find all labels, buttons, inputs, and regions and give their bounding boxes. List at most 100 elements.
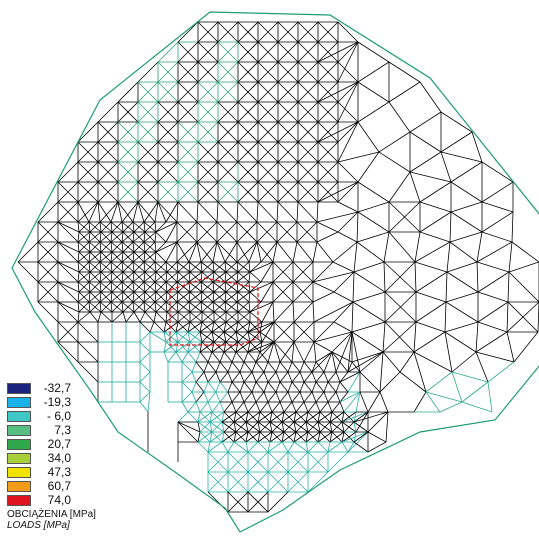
mesh-edge	[305, 431, 309, 443]
legend-swatch	[7, 396, 31, 408]
mesh-edge	[277, 61, 299, 83]
mesh-edge	[165, 301, 168, 313]
mesh-edge	[133, 311, 141, 323]
mesh-edge	[317, 81, 359, 103]
mesh-edge	[259, 331, 275, 343]
mesh-edge	[287, 441, 295, 453]
mesh-edge	[175, 321, 191, 333]
mesh-edge	[382, 321, 417, 353]
mesh-edge	[255, 381, 265, 393]
legend-value: -32,7	[43, 381, 71, 395]
mesh-edge	[57, 201, 79, 223]
mesh-edge	[347, 351, 384, 373]
mesh-edge	[367, 411, 389, 433]
mesh-edge	[379, 371, 401, 393]
mesh-edge	[506, 301, 509, 333]
mesh-edge	[277, 21, 299, 43]
mesh-edge	[450, 211, 483, 233]
mesh-edge	[139, 341, 151, 353]
mesh-edge	[337, 21, 359, 43]
mesh-edge	[413, 321, 417, 353]
mesh-edge	[255, 361, 265, 373]
mesh-edge	[353, 441, 369, 453]
mesh-edge	[221, 411, 225, 423]
mesh-edge	[17, 261, 39, 283]
mesh-edge	[197, 121, 219, 143]
mesh-edge	[341, 441, 349, 453]
mesh-edge	[89, 281, 101, 293]
mesh-edge	[122, 301, 134, 313]
mesh-edge	[449, 211, 452, 243]
mesh-edge	[323, 351, 333, 373]
mesh-edge	[317, 41, 359, 63]
mesh-edge	[143, 251, 146, 263]
mesh-edge	[335, 391, 341, 403]
mesh-edge	[384, 291, 417, 323]
mesh-edge	[236, 291, 239, 303]
mesh-edge	[122, 281, 134, 293]
mesh-edge	[217, 81, 239, 103]
mesh-edge	[207, 361, 217, 373]
mesh-edge	[221, 441, 229, 453]
mesh-edge	[177, 61, 199, 83]
mesh-edge	[154, 231, 157, 243]
mesh-edge	[191, 371, 197, 383]
mesh-edge	[243, 371, 253, 383]
mesh-edge	[317, 411, 321, 423]
mesh-edge	[99, 281, 102, 293]
mesh-edge	[110, 261, 113, 273]
mesh-edge	[317, 421, 321, 433]
mesh-edge	[413, 331, 446, 353]
mesh-edge	[165, 271, 179, 283]
mesh-edge	[133, 221, 145, 233]
mesh-edge	[139, 331, 151, 343]
mesh-edge	[157, 201, 167, 223]
mesh-edge	[88, 271, 91, 283]
mesh-edge	[77, 271, 80, 283]
mesh-edge	[209, 431, 225, 443]
mesh-edge	[513, 331, 539, 363]
mesh-edge	[339, 371, 361, 383]
mesh-edge	[317, 161, 339, 183]
mesh-edge	[187, 351, 197, 363]
mesh-edge	[388, 61, 421, 83]
mesh-edge	[281, 411, 285, 423]
mesh-edge	[57, 181, 79, 203]
mesh-edge	[207, 471, 229, 493]
mesh-edge	[121, 301, 124, 313]
mesh-edge	[177, 81, 199, 103]
mesh-edge	[212, 261, 215, 273]
mesh-edge	[121, 251, 135, 263]
mesh-edge	[251, 361, 257, 373]
mesh-edge	[166, 261, 178, 273]
mesh-edge	[187, 341, 203, 353]
mesh-edge	[359, 391, 369, 413]
mesh-edge	[110, 291, 124, 303]
mesh-edge	[481, 201, 514, 213]
mesh-edge	[177, 41, 199, 63]
mesh-edge	[227, 391, 233, 403]
mesh-edge	[399, 351, 415, 373]
mesh-edge	[337, 41, 359, 83]
mesh-edge	[132, 231, 146, 243]
mesh-edge	[211, 421, 223, 433]
mesh-edge	[317, 121, 339, 143]
mesh-edge	[199, 341, 215, 353]
mesh-edge	[165, 291, 179, 303]
mesh-edge	[267, 401, 273, 413]
mesh-edge	[223, 421, 235, 433]
mesh-edge	[163, 321, 179, 333]
mesh-edge	[117, 121, 139, 143]
mesh-edge	[351, 351, 384, 363]
mesh-edge	[312, 291, 335, 303]
mesh-edge	[200, 271, 215, 283]
mesh-edge	[132, 271, 146, 283]
mesh-edge	[332, 261, 355, 273]
mesh-edge	[327, 371, 337, 383]
mesh-edge	[235, 321, 239, 333]
mesh-edge	[199, 321, 203, 333]
mesh-edge	[409, 131, 442, 153]
mesh-edge	[155, 311, 167, 323]
mesh-edge	[137, 81, 159, 103]
mesh-edge	[297, 21, 319, 43]
